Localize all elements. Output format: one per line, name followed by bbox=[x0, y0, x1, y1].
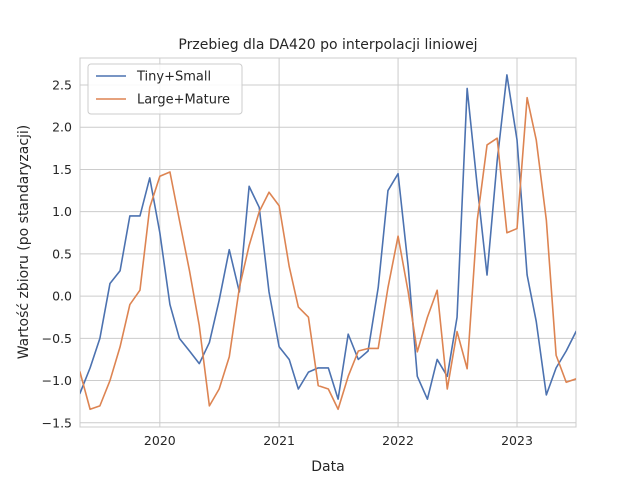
series-layer bbox=[80, 74, 576, 411]
y-tick-label: 2.0 bbox=[52, 120, 72, 135]
y-tick-label: 0.0 bbox=[52, 289, 72, 304]
series-line-large-mature bbox=[80, 96, 576, 411]
x-tick-label: 2023 bbox=[501, 433, 533, 448]
y-tick-label: 0.5 bbox=[52, 246, 72, 261]
x-axis-label: Data bbox=[311, 459, 344, 475]
x-tick-label: 2021 bbox=[263, 433, 295, 448]
legend-box bbox=[87, 63, 243, 115]
x-tick-label: 2022 bbox=[382, 433, 414, 448]
y-tick-label: 1.5 bbox=[52, 162, 72, 177]
chart-title: Przebieg dla DA420 po interpolacji linio… bbox=[178, 37, 477, 53]
x-axis-ticks: 2020 2021 2022 2023 bbox=[144, 433, 533, 448]
y-tick-label: −1.0 bbox=[42, 373, 72, 388]
plot-frame bbox=[79, 57, 577, 428]
y-axis-label: Wartość zbioru (po standaryzacji) bbox=[16, 125, 32, 360]
series-line-tiny-small bbox=[80, 74, 576, 400]
y-tick-label: −0.5 bbox=[42, 331, 72, 346]
x-tick-label: 2020 bbox=[144, 433, 176, 448]
plot-background bbox=[80, 58, 576, 427]
y-tick-label: 1.0 bbox=[52, 204, 72, 219]
y-axis-ticks: −1.5 −1.0 −0.5 0.0 0.5 1.0 1.5 2.0 2.5 bbox=[42, 78, 72, 431]
legend-label-tiny-small: Tiny+Small bbox=[136, 70, 211, 85]
legend-label-large-mature: Large+Mature bbox=[137, 93, 230, 108]
y-tick-label: 2.5 bbox=[52, 78, 72, 93]
legend: Tiny+Small Large+Mature bbox=[87, 63, 243, 115]
y-tick-label: −1.5 bbox=[42, 415, 72, 430]
